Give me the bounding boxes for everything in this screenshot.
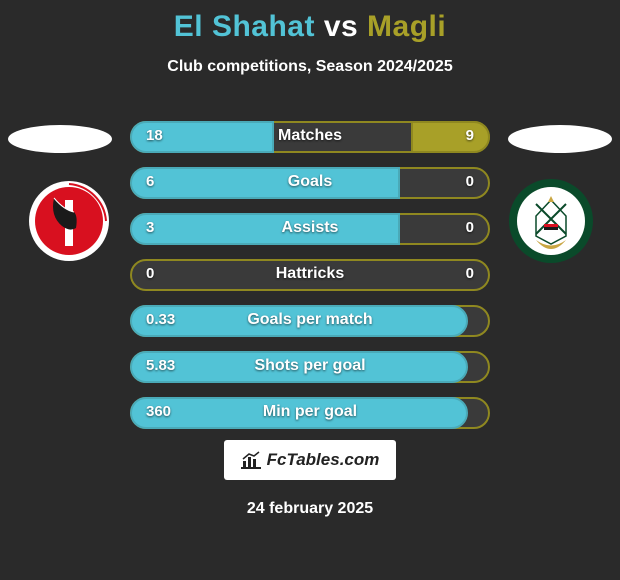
- stat-value-left: 0: [146, 265, 154, 282]
- stat-row: Goals per match0.33: [130, 305, 490, 337]
- stat-row: Min per goal360: [130, 397, 490, 429]
- stat-value-right: 0: [466, 219, 474, 236]
- stat-label: Hattricks: [130, 265, 490, 283]
- stat-value-right: 9: [466, 127, 474, 144]
- stat-label: Min per goal: [130, 403, 490, 421]
- title-player2: Magli: [367, 10, 446, 43]
- stat-label: Shots per goal: [130, 357, 490, 375]
- stat-label: Assists: [130, 219, 490, 237]
- stat-value-left: 5.83: [146, 357, 175, 374]
- club-badge-left: [24, 176, 114, 266]
- stat-row: Shots per goal5.83: [130, 351, 490, 383]
- club-badge-right: [506, 176, 596, 266]
- title-vs: vs: [324, 10, 358, 43]
- stat-row: Matches18 9: [130, 121, 490, 153]
- stat-label: Goals per match: [130, 311, 490, 329]
- fctables-brand-box[interactable]: FcTables.com: [224, 440, 396, 480]
- title-player1: El Shahat: [174, 10, 315, 43]
- stat-value-left: 6: [146, 173, 154, 190]
- stat-value-left: 0.33: [146, 311, 175, 328]
- stat-value-left: 18: [146, 127, 163, 144]
- stats-bars: Matches189Goals60Assists30Hattricks00Goa…: [130, 121, 490, 443]
- stat-value-right: 0: [466, 265, 474, 282]
- chart-icon: [241, 451, 261, 469]
- player-photo-right: [508, 125, 612, 153]
- player-photo-left: [8, 125, 112, 153]
- date: 24 february 2025: [0, 500, 620, 518]
- page-title: El Shahat vs Magli: [0, 0, 620, 44]
- subtitle: Club competitions, Season 2024/2025: [0, 58, 620, 76]
- stat-value-right: 0: [466, 173, 474, 190]
- stat-label: Matches: [130, 127, 490, 145]
- fctables-brand-text: FcTables.com: [267, 450, 380, 470]
- stat-row: Goals6 0: [130, 167, 490, 199]
- stat-label: Goals: [130, 173, 490, 191]
- stat-row: Hattricks0 0: [130, 259, 490, 291]
- stat-row: Assists3 0: [130, 213, 490, 245]
- stat-value-left: 3: [146, 219, 154, 236]
- stat-value-left: 360: [146, 403, 171, 420]
